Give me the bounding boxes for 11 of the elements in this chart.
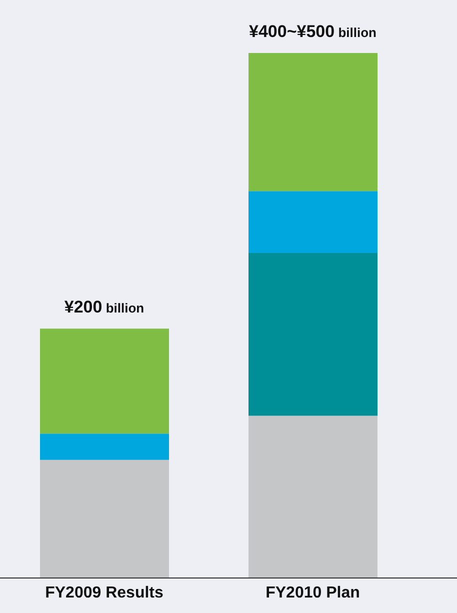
bar — [40, 328, 169, 434]
annotation: ¥200 billion — [64, 298, 144, 317]
bar — [248, 191, 378, 254]
x-tick-label: FY2009 Results — [45, 584, 164, 602]
annotation: ¥400~¥500 billion — [249, 22, 377, 41]
bar — [248, 253, 378, 416]
bar — [248, 53, 378, 192]
bar — [248, 416, 378, 578]
x-tick-label: FY2010 Plan — [266, 584, 360, 602]
bar — [40, 460, 169, 578]
bar — [40, 434, 169, 460]
